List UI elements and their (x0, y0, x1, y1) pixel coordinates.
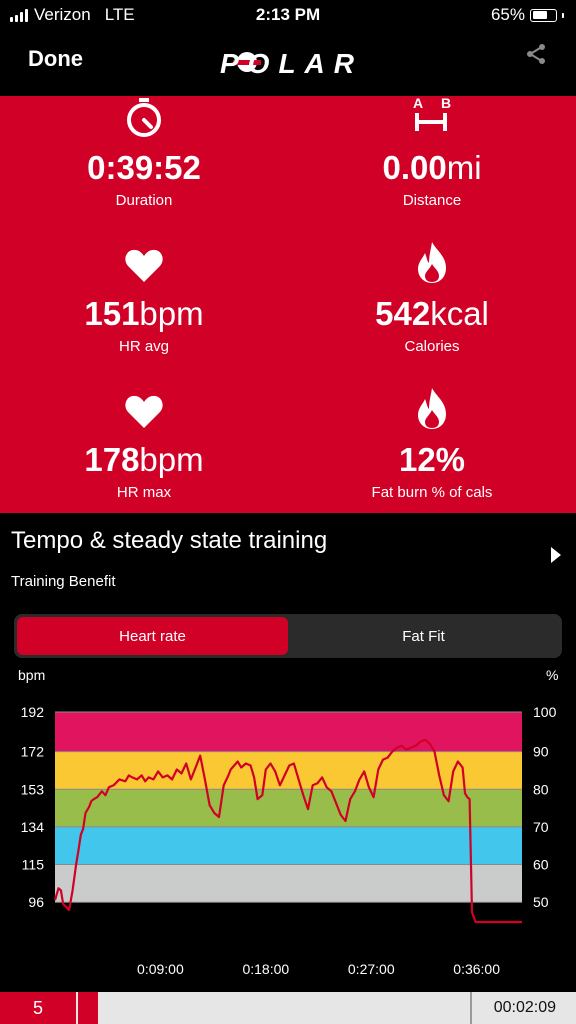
nav-bar: Done POLAR (0, 30, 576, 96)
battery-icon (530, 8, 557, 22)
svg-text:A: A (413, 96, 423, 111)
hr-zone-band (55, 712, 522, 752)
carrier-name: Verizon (34, 5, 91, 24)
hr-avg-label: HR avg (118, 338, 170, 355)
polar-logo: POLAR (220, 48, 355, 79)
calories-stat: 542kcal Calories (288, 240, 576, 355)
fat-burn-label: Fat burn % of cals (371, 484, 493, 501)
y2-tick-label: 60 (533, 857, 549, 873)
hr-max-label: HR max (116, 484, 172, 501)
y2-tick-label: 100 (533, 704, 557, 720)
hr-max-stat: 178bpm HR max (0, 386, 288, 501)
fat-burn-value: 12% (398, 441, 466, 478)
hr-avg-value: 151bpm (84, 295, 204, 332)
heart-icon (125, 249, 163, 282)
status-bar: Verizon LTE 2:13 PM 65% (0, 0, 576, 30)
y-tick-label: 96 (28, 894, 44, 910)
right-axis-label: % (546, 667, 558, 683)
battery-indicator: 65% (491, 5, 564, 25)
flame-icon (418, 242, 446, 283)
network-type: LTE (104, 5, 135, 24)
summary-panel: 0:39:52 Duration A B 0.00mi Distance 151… (0, 96, 576, 513)
hr-max-value: 178bpm (84, 441, 204, 478)
lap-marker (78, 992, 98, 1024)
y2-tick-label: 70 (533, 819, 549, 835)
y2-tick-label: 50 (533, 894, 549, 910)
y-tick-label: 115 (22, 857, 45, 873)
duration-value: 0:39:52 (87, 149, 201, 186)
distance-stat: A B 0.00mi Distance (288, 94, 576, 209)
y-tick-label: 134 (21, 819, 45, 835)
calories-value: 542kcal (375, 295, 489, 332)
clock: 2:13 PM (255, 5, 321, 24)
x-tick-label: 0:36:00 (453, 961, 500, 977)
tab-fat-fit[interactable]: Fat Fit (402, 627, 445, 645)
y-tick-label: 192 (21, 704, 45, 720)
flame-icon (418, 388, 446, 429)
svg-text:B: B (441, 96, 451, 111)
a-b-distance-icon: A B (413, 96, 451, 131)
lap-bar: 5 00:02:09 (0, 992, 576, 1024)
x-tick-label: 0:27:00 (348, 961, 395, 977)
left-axis-label: bpm (18, 667, 45, 683)
divider (470, 992, 472, 1024)
carrier-info: Verizon LTE (10, 5, 135, 25)
y2-tick-label: 90 (533, 744, 549, 760)
stopwatch-icon (127, 98, 161, 137)
distance-label: Distance (402, 192, 462, 209)
hr-zone-band (55, 789, 522, 827)
signal-icon (10, 8, 28, 22)
x-tick-label: 0:18:00 (242, 961, 289, 977)
duration-stat: 0:39:52 Duration (0, 94, 288, 209)
share-icon[interactable] (524, 42, 548, 66)
play-arrow-icon[interactable] (550, 546, 562, 564)
hr-zone-band (55, 751, 522, 790)
training-title: Tempo & steady state training (11, 527, 328, 554)
y2-tick-label: 80 (533, 781, 549, 797)
distance-value: 0.00mi (382, 149, 482, 186)
chart-tabs: Heart rate Fat Fit (14, 614, 562, 658)
battery-percent: 65% (490, 5, 525, 24)
y-tick-label: 153 (21, 781, 45, 797)
lap-time: 00:02:09 (493, 999, 556, 1016)
tab-heart-rate[interactable]: Heart rate (17, 617, 288, 655)
lap-number[interactable]: 5 (0, 992, 76, 1024)
duration-label: Duration (115, 192, 173, 209)
x-tick-label: 0:09:00 (137, 961, 184, 977)
heart-rate-line (53, 738, 522, 924)
hr-avg-stat: 151bpm HR avg (0, 240, 288, 355)
calories-label: Calories (404, 338, 460, 355)
fat-burn-stat: 12% Fat burn % of cals (288, 386, 576, 501)
hr-zone-band (55, 864, 522, 903)
done-button[interactable]: Done (28, 46, 83, 71)
training-subtitle: Training Benefit (11, 573, 116, 590)
heart-rate-chart: bpm % 192 172 153 134 115 96 100 90 80 70 60 50 0:… (18, 667, 558, 977)
hr-zone-band (55, 826, 522, 865)
heart-icon (125, 395, 163, 428)
y-tick-label: 172 (21, 744, 45, 760)
